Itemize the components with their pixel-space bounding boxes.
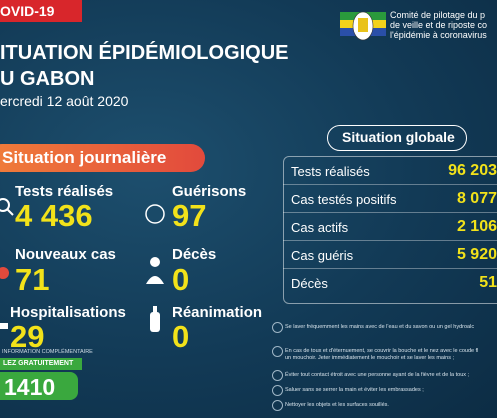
stat-label: Tests réalisés	[15, 183, 114, 200]
tip-text: Saluer sans se serrer la main et éviter …	[285, 387, 424, 393]
daily-header	[0, 144, 205, 172]
global-row: Cas testés positifs 8 077	[283, 188, 497, 213]
title: ITUATION ÉPIDÉMIOLOGIQUE	[0, 42, 289, 64]
daily-header-text: Situation journalière	[2, 148, 167, 167]
tip-icon	[272, 322, 283, 333]
row-label: Cas actifs	[291, 220, 349, 235]
row-label: Cas guéris	[291, 248, 354, 263]
tip-text: Se laver fréquemment les mains avec de l…	[285, 324, 475, 330]
stat-label: Nouveaux cas	[15, 246, 116, 263]
global-row: Tests réalisés 96 203	[283, 160, 497, 185]
global-row: Cas guéris 5 920	[283, 244, 497, 269]
logo	[340, 11, 386, 41]
row-label: Tests réalisés	[291, 164, 370, 179]
global-row: Cas actifs 2 106	[283, 216, 497, 241]
title: U GABON	[0, 68, 95, 90]
tip-text: Éviter tout contact étroit avec une pers…	[285, 372, 470, 378]
hotline-box	[0, 372, 78, 400]
stat-value: 0	[172, 319, 190, 354]
stat-value: 71	[15, 262, 50, 297]
tip-text: Nettoyer les objets et les surfaces soui…	[285, 402, 389, 408]
banner-text: OVID-19	[0, 3, 55, 19]
tip-icon	[272, 370, 283, 381]
stat-value: 29	[10, 319, 45, 354]
committee-line: de veille et de riposte co	[390, 20, 488, 30]
row-label: Cas testés positifs	[291, 192, 397, 207]
row-value: 2 106	[456, 218, 497, 235]
stat-label: Hospitalisations	[10, 304, 126, 321]
hotline-text: LEZ GRATUITEMENT	[3, 360, 74, 367]
date: ercredi 12 août 2020	[0, 93, 129, 109]
committee: Comité de pilotage du p de veille et de …	[390, 10, 487, 40]
icons	[0, 198, 165, 332]
stat-label: Décès	[172, 246, 217, 263]
row-value: 5 920	[456, 246, 497, 263]
row-value: 51	[479, 274, 497, 291]
hotline-number: 1410	[4, 374, 56, 400]
hotline-bar	[0, 358, 82, 370]
row-value: 8 077	[456, 190, 497, 207]
stat-value: 0	[172, 262, 190, 297]
global-table	[283, 156, 497, 304]
global-row: Décès 51	[283, 272, 497, 296]
banner	[0, 0, 82, 22]
info-label: INFORMATION COMPLÉMENTAIRE	[2, 349, 93, 355]
committee-line: l'épidémie à coronavirus	[390, 30, 487, 40]
tip-text: En cas de toux et d'éternuement, se couv…	[285, 348, 479, 354]
row-label: Décès	[291, 276, 328, 291]
committee-line: Comité de pilotage du p	[390, 10, 486, 20]
row-value: 96 203	[448, 162, 497, 179]
stat-value: 4 436	[15, 198, 93, 233]
global-header-text: Situation globale	[342, 129, 455, 145]
tip-icon	[272, 385, 283, 396]
stat-label: Guérisons	[172, 183, 247, 200]
global-header	[327, 125, 467, 151]
tip-icon	[272, 400, 283, 411]
tip-icon	[272, 346, 283, 357]
stat-label: Réanimation	[172, 304, 263, 321]
stat-value: 97	[172, 198, 207, 233]
tip-text: un mouchoir. Jeter immédiatement le mouc…	[285, 355, 455, 361]
